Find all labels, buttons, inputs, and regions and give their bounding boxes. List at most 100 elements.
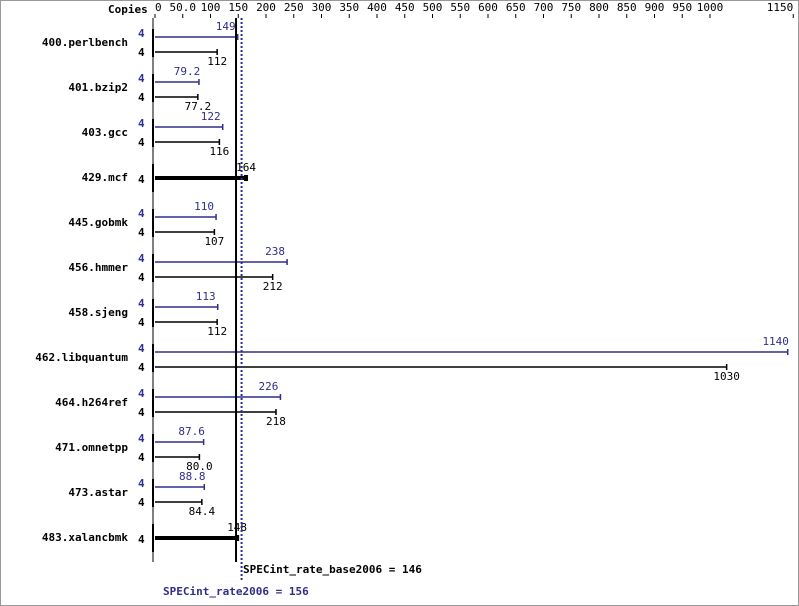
category-label: 473.astar (68, 486, 128, 499)
copies-label: 4 (138, 451, 145, 464)
value-label: 80.0 (186, 460, 213, 473)
bar (155, 439, 205, 445)
value-label: 110 (194, 200, 214, 213)
copies-label: 4 (138, 477, 145, 490)
copies-label: 4 (138, 406, 145, 419)
value-label: 164 (236, 161, 256, 174)
x-tick-label: 750 (561, 1, 581, 14)
reference-label: SPECint_rate_base2006 = 146 (243, 563, 422, 576)
bar (155, 214, 217, 220)
x-tick-label: 400 (367, 1, 387, 14)
reference-label: SPECint_rate2006 = 156 (163, 585, 309, 598)
value-label: 107 (204, 235, 224, 248)
x-tick-label: 200 (256, 1, 276, 14)
copies-label: 4 (138, 496, 145, 509)
copies-label: 4 (138, 117, 145, 130)
bar (155, 409, 277, 415)
bar (155, 319, 218, 325)
value-label: 148 (227, 521, 247, 534)
category-label: 458.sjeng (68, 306, 128, 319)
bar (155, 304, 219, 310)
value-label: 238 (265, 245, 285, 258)
bar (155, 79, 200, 85)
category-label: 462.libquantum (35, 351, 128, 364)
x-tick-label: 700 (534, 1, 554, 14)
x-tick-label: 150 (228, 1, 248, 14)
x-tick-label: 450 (395, 1, 415, 14)
value-label: 112 (207, 55, 227, 68)
bar (155, 139, 221, 145)
copies-label: 4 (138, 432, 145, 445)
category-label: 471.omnetpp (55, 441, 128, 454)
x-tick-label: 500 (423, 1, 443, 14)
bar (155, 124, 224, 130)
copies-label: 4 (138, 207, 145, 220)
value-label: 77.2 (185, 100, 212, 113)
bar (155, 49, 218, 55)
bar (155, 259, 288, 265)
x-tick-label: 0 (155, 1, 162, 14)
category-label: 401.bzip2 (68, 81, 128, 94)
value-label: 116 (209, 145, 229, 158)
copies-label: 4 (138, 316, 145, 329)
value-label: 226 (258, 380, 278, 393)
value-label: 87.6 (178, 425, 205, 438)
copies-label: 4 (138, 387, 145, 400)
category-label: 445.gobmk (68, 216, 128, 229)
bar (155, 499, 203, 505)
value-label: 212 (263, 280, 283, 293)
value-label: 149 (216, 20, 236, 33)
category-label: 456.hmmer (68, 261, 128, 274)
bar (155, 484, 206, 490)
category-label: 464.h264ref (55, 396, 128, 409)
category-label: 429.mcf (82, 171, 128, 184)
bar (155, 394, 282, 400)
copies-label: 4 (138, 27, 145, 40)
bar (155, 535, 240, 541)
copies-label: 4 (138, 533, 145, 546)
copies-header: Copies (108, 3, 148, 16)
category-label: 483.xalancbmk (42, 531, 128, 544)
x-tick-label: 1150 (767, 1, 794, 14)
bar (155, 274, 274, 280)
bar (155, 364, 728, 370)
copies-label: 4 (138, 72, 145, 85)
x-tick-label: 100 (201, 1, 221, 14)
value-label: 88.8 (179, 470, 206, 483)
x-tick-label: 250 (284, 1, 304, 14)
value-label: 1140 (762, 335, 789, 348)
x-tick-label: 300 (312, 1, 332, 14)
x-tick-label: 900 (645, 1, 665, 14)
copies-label: 4 (138, 91, 145, 104)
bar (155, 34, 239, 40)
x-tick-label: 850 (617, 1, 637, 14)
copies-label: 4 (138, 297, 145, 310)
copies-label: 4 (138, 252, 145, 265)
bar (155, 349, 789, 355)
value-label: 79.2 (174, 65, 201, 78)
category-label: 403.gcc (82, 126, 128, 139)
copies-label: 4 (138, 342, 145, 355)
category-label: 400.perlbench (42, 36, 128, 49)
value-label: 1030 (713, 370, 740, 383)
value-label: 112 (207, 325, 227, 338)
x-tick-label: 950 (672, 1, 692, 14)
x-tick-label: 50.0 (170, 1, 197, 14)
x-tick-label: 1000 (697, 1, 724, 14)
x-tick-label: 650 (506, 1, 526, 14)
x-tick-label: 600 (478, 1, 498, 14)
bar (155, 94, 199, 100)
value-label: 122 (201, 110, 221, 123)
copies-label: 4 (138, 46, 145, 59)
value-label: 218 (266, 415, 286, 428)
copies-label: 4 (138, 173, 145, 186)
x-tick-label: 550 (450, 1, 470, 14)
copies-label: 4 (138, 361, 145, 374)
x-tick-label: 800 (589, 1, 609, 14)
bar (155, 229, 216, 235)
x-tick-label: 350 (339, 1, 359, 14)
value-label: 113 (196, 290, 216, 303)
copies-label: 4 (138, 271, 145, 284)
